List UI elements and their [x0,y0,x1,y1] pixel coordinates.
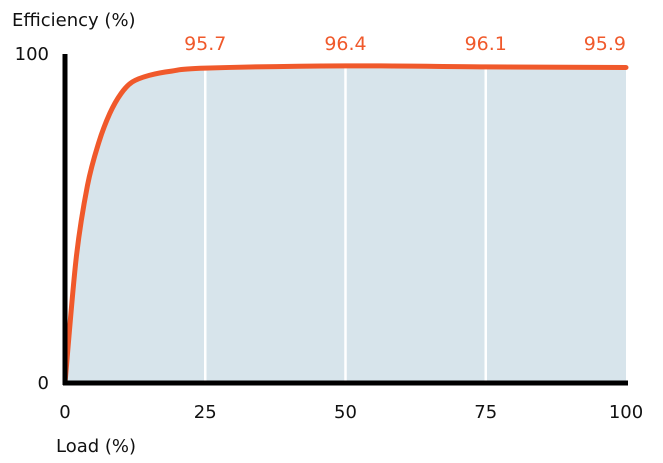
grid-layer [204,67,487,383]
axis-layer [62,54,628,386]
y-tick-label: 0 [38,373,49,394]
x-tick-label: 100 [609,402,643,423]
line-layer [62,63,629,386]
y-axis-title: Efficiency (%) [12,10,136,31]
tick-layer: 0 25 50 75 100 0 100 [15,44,644,423]
label-layer: 95.7 96.4 96.1 95.9 [184,33,626,55]
efficiency-line [62,63,629,386]
data-label: 95.7 [184,33,226,55]
x-tick-label: 50 [334,402,357,423]
x-tick-label: 75 [474,402,497,423]
y-tick-label: 100 [15,44,49,65]
data-label: 96.4 [324,33,366,55]
x-tick-label: 25 [194,402,217,423]
x-axis-title: Load (%) [56,436,136,457]
x-tick-label: 0 [59,402,70,423]
data-label: 96.1 [465,33,507,55]
data-label: 95.9 [584,33,626,55]
